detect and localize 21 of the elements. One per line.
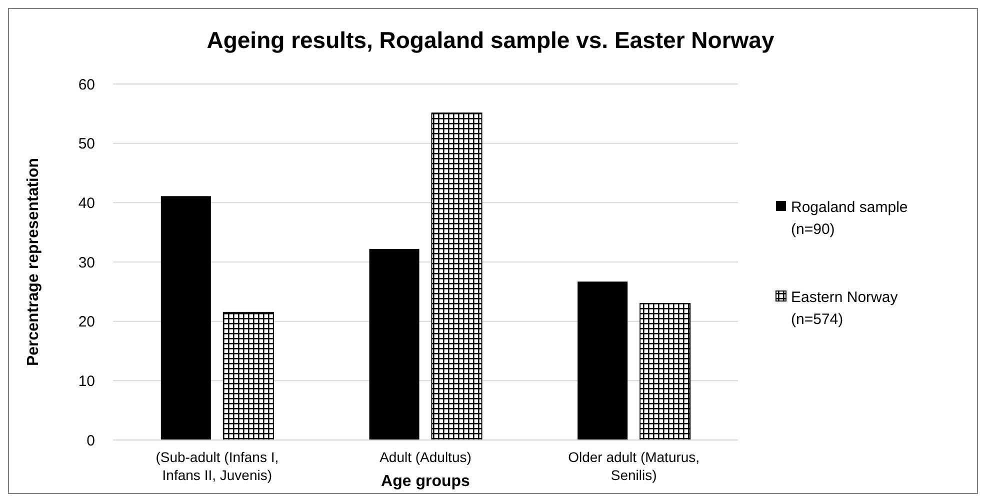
y-tick-label: 50 xyxy=(78,136,95,153)
y-tick-label: 0 xyxy=(86,432,95,450)
bar xyxy=(640,303,691,440)
x-axis-title: Age groups xyxy=(381,473,470,490)
y-tick-label: 40 xyxy=(78,194,95,212)
y-axis-title: Percentrage representation xyxy=(25,158,42,366)
bar xyxy=(578,282,628,440)
y-tick-label: 10 xyxy=(78,372,95,390)
x-tick-label: Older adult (Maturus, Senilis) xyxy=(568,449,700,483)
bar xyxy=(431,112,482,440)
x-tick-label: (Sub-adult (Infans I, Infans II, Juvenis) xyxy=(156,449,279,483)
chart-title: Ageing results, Rogaland sample vs. Easter Norway xyxy=(206,27,774,53)
y-tick-label: 30 xyxy=(78,254,95,272)
bar xyxy=(222,312,274,440)
bar xyxy=(160,196,211,440)
y-tick-label: 60 xyxy=(78,76,95,94)
y-tick-label: 20 xyxy=(78,314,95,331)
legend-label: Eastern Norway (n=574) xyxy=(791,289,898,328)
bar xyxy=(369,248,420,440)
legend-label: Rogaland sample (n=90) xyxy=(791,199,908,238)
x-tick-label: Adult (Adultus) xyxy=(380,449,472,465)
